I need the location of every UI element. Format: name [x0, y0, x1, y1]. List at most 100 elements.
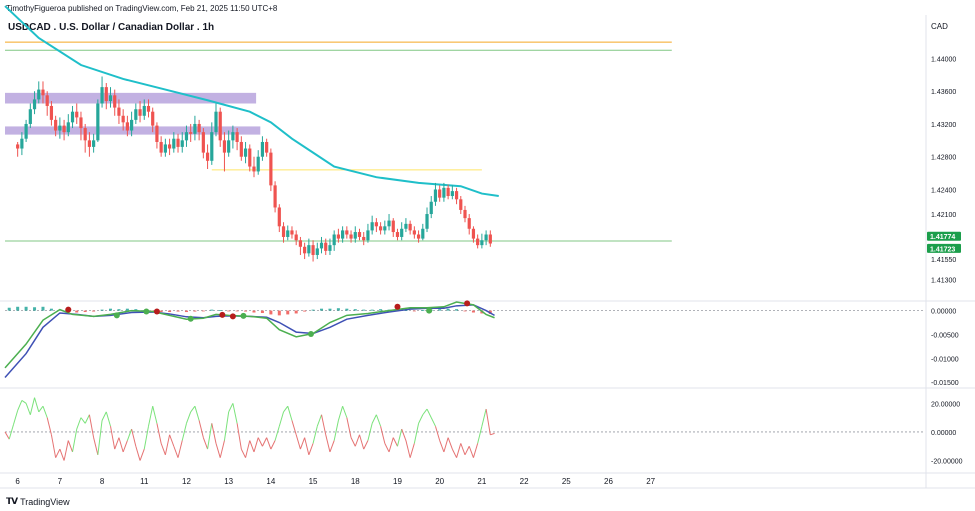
macd-histogram-bar	[201, 310, 205, 312]
candle-body	[349, 234, 353, 239]
candle-body	[476, 238, 480, 246]
oscillator-segment	[88, 414, 95, 438]
candle-body	[125, 122, 129, 131]
oscillator-segment	[388, 437, 394, 453]
candle-body	[463, 209, 467, 219]
candle-body	[142, 105, 146, 116]
candle-body	[227, 140, 231, 153]
candle-body	[117, 107, 121, 116]
candle-body	[201, 132, 205, 153]
candle-body	[130, 119, 134, 131]
macd-histogram-bar	[117, 309, 121, 311]
macd-histogram-bar	[218, 310, 222, 311]
oscillator-segment	[447, 437, 453, 450]
candle-body	[467, 218, 471, 229]
time-tick-label: 25	[562, 477, 571, 486]
current-price-badge	[927, 231, 961, 241]
candle-body	[319, 242, 324, 249]
oscillator-segment	[25, 403, 31, 415]
oscillator-segment	[333, 420, 339, 441]
current-price-label: 1.41774	[930, 234, 955, 241]
candle-body	[438, 189, 442, 198]
candle-body	[159, 141, 163, 153]
candle-body	[210, 132, 214, 161]
oscillator-segment	[409, 443, 415, 458]
candle-body	[400, 228, 404, 237]
candle-body	[425, 214, 429, 229]
oscillator-segment	[283, 405, 289, 413]
oscillator-segment	[55, 448, 61, 458]
logo-text: TradingView	[20, 496, 70, 507]
candle-body	[324, 242, 328, 251]
macd-histogram-bar	[412, 310, 416, 312]
chart-title: USDCAD . U.S. Dollar / Canadian Dollar .…	[8, 22, 215, 33]
candle-body	[176, 138, 180, 147]
candle-body	[134, 109, 138, 120]
candle-body	[163, 144, 167, 153]
oscillator-segment	[443, 437, 449, 453]
oscillator-segment	[160, 443, 166, 456]
time-tick-label: 22	[520, 477, 529, 486]
oscillator-segment	[202, 437, 209, 450]
oscillator-segment	[396, 428, 403, 447]
oscillator-segment	[80, 417, 86, 424]
oscillator-segment	[114, 437, 120, 450]
macd-tick-label: 0.00000	[931, 309, 956, 316]
oscillator-segment	[418, 414, 424, 424]
candle-body	[180, 140, 184, 147]
candle-body	[222, 140, 227, 153]
price-tick-label: 1.42800	[931, 155, 956, 162]
macd-cross-marker	[229, 313, 236, 320]
macd-cross-marker	[394, 303, 401, 310]
oscillator-segment	[337, 406, 344, 421]
macd-tick-label: -0.00500	[931, 332, 959, 339]
oscillator-segment	[249, 440, 255, 453]
time-tick-label: 15	[309, 477, 318, 486]
oscillator-segment	[63, 440, 69, 461]
oscillator-segment	[375, 414, 382, 427]
candle-body	[429, 201, 433, 215]
oscillator-segment	[456, 443, 462, 458]
candle-body	[332, 234, 336, 246]
oscillator-segment	[29, 397, 36, 415]
candle-body	[286, 230, 290, 237]
oscillator-segment	[59, 448, 65, 461]
oscillator-segment	[34, 397, 40, 413]
macd-histogram-bar	[83, 310, 87, 313]
oscillator-segment	[295, 434, 301, 450]
candle-body	[471, 228, 476, 239]
candle-body	[265, 141, 269, 153]
current-price-badge	[927, 243, 961, 253]
candle-body	[58, 125, 62, 131]
oscillator-segment	[266, 437, 272, 450]
candle-body	[121, 115, 125, 123]
oscillator-segment	[181, 423, 187, 441]
oscillator-segment	[169, 434, 175, 447]
macd-cross-marker	[153, 308, 160, 315]
macd-histogram-bar	[286, 310, 290, 315]
macd-histogram-bar	[421, 310, 425, 311]
oscillator-segment	[173, 446, 179, 458]
candle-body	[193, 123, 197, 134]
candle-body	[315, 248, 319, 255]
macd-cross-marker	[307, 330, 314, 337]
macd-histogram-bar	[370, 309, 374, 311]
oscillator-segment	[434, 426, 441, 441]
tradingview-logo[interactable]: 𝗧𝗩 TradingView	[6, 496, 70, 507]
oscillator-segment	[185, 411, 192, 424]
oscillator-segment	[304, 437, 310, 455]
time-tick-label: 21	[477, 477, 486, 486]
candle-body	[277, 207, 281, 227]
macd-histogram-bar	[260, 310, 264, 313]
candle-body	[290, 230, 294, 235]
macd-histogram-bar	[184, 310, 188, 313]
oscillator-segment	[42, 405, 48, 418]
oscillator-segment	[223, 411, 230, 441]
moving-average-line	[4, 5, 499, 198]
candle-body	[28, 109, 32, 124]
macd-cross-marker	[426, 307, 433, 314]
oscillator-segment	[143, 426, 149, 450]
price-tick-label: 1.41550	[931, 257, 956, 264]
oscillator-segment	[308, 443, 314, 456]
